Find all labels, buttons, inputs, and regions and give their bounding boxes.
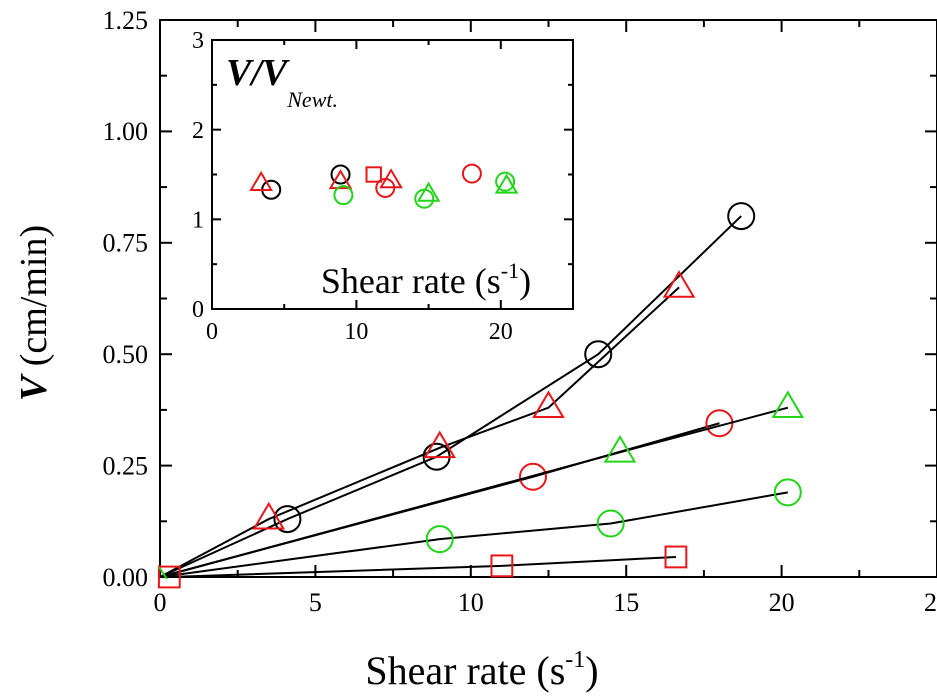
series-green-triangle (416, 173, 519, 202)
series-line (169, 555, 676, 578)
y-tick-label: 0.00 (103, 563, 149, 592)
y-tick-label: 0 (192, 297, 204, 323)
y-tick-label: 0.75 (103, 229, 149, 258)
y-tick-label: 1 (192, 207, 204, 233)
data-point-triangle (416, 181, 441, 202)
inset-title: V/VNewt. (226, 52, 338, 112)
data-point-circle (330, 164, 351, 185)
data-point-circle (727, 202, 756, 231)
data-point-triangle (771, 390, 805, 419)
x-tick-label: 10 (344, 319, 368, 345)
data-point-circle (461, 163, 482, 184)
data-point-circle (495, 171, 516, 192)
data-point-circle (596, 509, 625, 538)
series-green-triangle (159, 390, 805, 578)
inset-x-axis-label: Shear rate (s-1) (321, 258, 531, 301)
inset-x-axis-label-end: ) (519, 261, 531, 301)
x-tick-label: 5 (309, 588, 322, 617)
y-tick-label: 0.50 (103, 340, 149, 369)
data-point-triangle (249, 170, 273, 191)
main-y-axis-label-var: V (13, 373, 55, 401)
x-tick-label: 15 (613, 588, 639, 617)
main-x-axis-label: Shear rate (s-1) (365, 647, 598, 693)
data-point-circle (518, 462, 547, 491)
data-point-square (157, 565, 181, 589)
data-point-circle (773, 478, 802, 507)
series-red-circle (375, 163, 482, 198)
data-point-triangle (603, 434, 637, 463)
x-tick-label: 10 (458, 588, 484, 617)
data-point-triangle (252, 501, 286, 530)
y-tick-label: 1.25 (103, 6, 149, 35)
x-tick-label: 0 (154, 588, 167, 617)
data-point-circle (425, 525, 454, 554)
data-point-square (365, 166, 382, 183)
inset-series (249, 163, 519, 209)
series-red-circle (159, 409, 734, 578)
series-line (159, 406, 789, 578)
series-line (159, 491, 788, 578)
series-red-triangle (159, 270, 696, 578)
data-point-circle (333, 185, 354, 206)
y-tick-label: 0.25 (103, 451, 149, 480)
inset-ticks: 0 10 20 0 1 2 3 (192, 28, 573, 345)
data-point-circle (375, 177, 396, 198)
data-point-triangle (328, 169, 353, 190)
series-red-square (365, 166, 382, 183)
inset-title-sub: Newt. (286, 87, 338, 112)
y-tick-label: 3 (192, 28, 204, 54)
series-line (159, 286, 680, 578)
data-point-circle (584, 340, 613, 369)
inset-title-var: V/V (226, 52, 290, 94)
main-ticks: 05101520250.000.250.500.751.001.25 (103, 6, 937, 617)
inset-x-axis-label-text: Shear rate (s (321, 261, 501, 301)
x-tick-label: 20 (489, 319, 513, 345)
x-tick-label: 0 (206, 319, 218, 345)
main-x-axis-label-text: Shear rate (s (365, 648, 565, 693)
data-point-square (664, 545, 688, 569)
inset-x-axis-label-sup: -1 (501, 258, 519, 283)
main-x-axis-label-sup: -1 (565, 647, 585, 673)
main-x-axis-label-end: ) (585, 648, 598, 693)
y-tick-label: 1.00 (103, 117, 149, 146)
x-tick-label: 20 (769, 588, 795, 617)
data-point-triangle (423, 430, 457, 459)
data-point-circle (273, 505, 302, 534)
main-y-axis-label-unit: (cm/min) (13, 225, 55, 376)
main-series (157, 202, 805, 589)
main-y-axis-label: V (cm/min) (13, 225, 55, 401)
series-green-circle (159, 478, 802, 578)
origin-green-mark (158, 566, 168, 580)
data-point-triangle (532, 390, 565, 419)
data-point-triangle (662, 270, 696, 298)
data-point-square (490, 554, 514, 578)
data-point-triangle (494, 173, 519, 194)
series-red-square (157, 545, 688, 589)
y-tick-label: 2 (192, 118, 204, 144)
x-tick-label: 25 (924, 588, 937, 617)
